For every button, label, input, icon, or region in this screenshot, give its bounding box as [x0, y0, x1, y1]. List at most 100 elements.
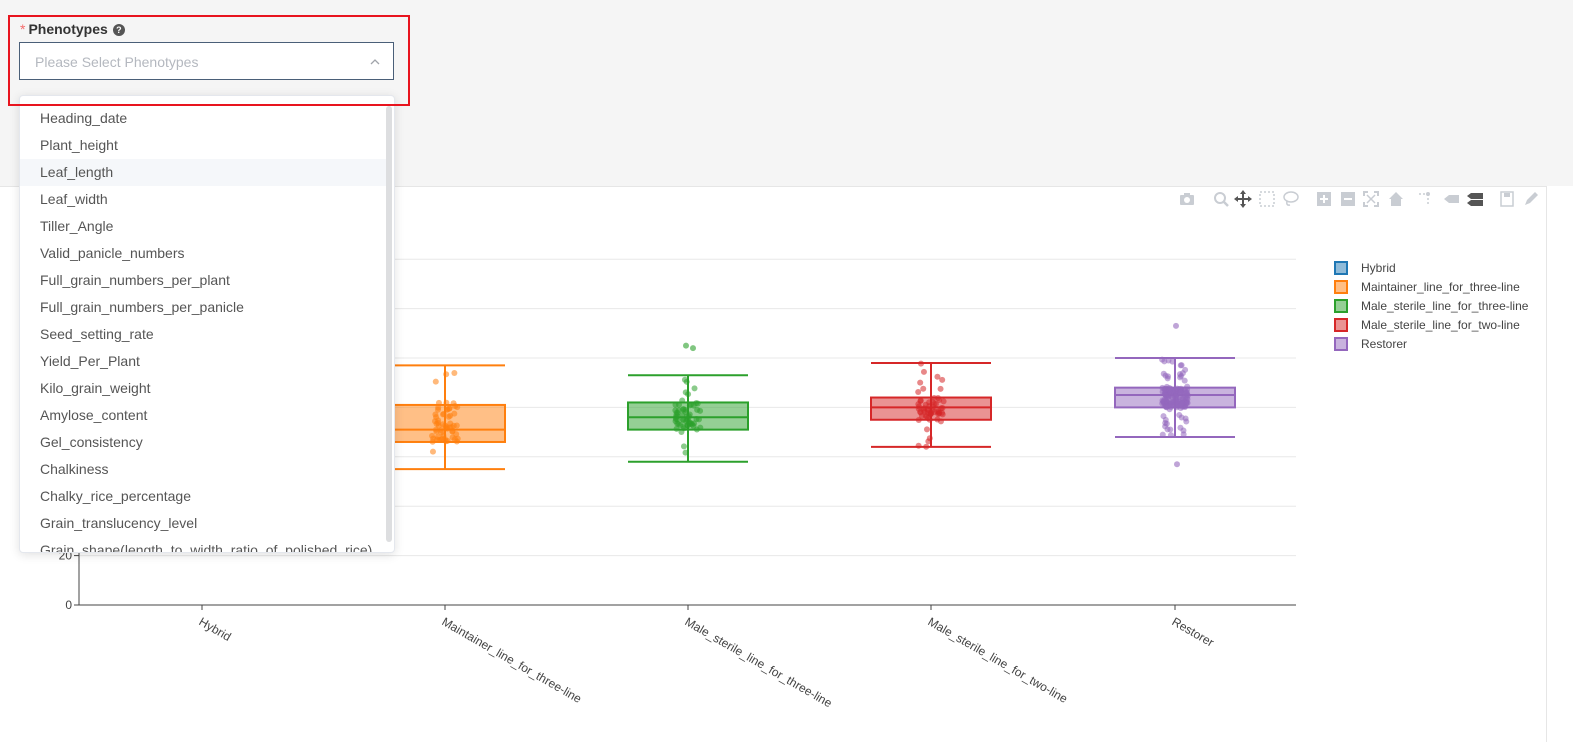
phenotype-option[interactable]: Grain_translucency_level: [40, 515, 198, 531]
outlier-point: [690, 345, 696, 352]
data-point: [673, 425, 680, 432]
phenotype-option[interactable]: Seed_setting_rate: [40, 326, 154, 342]
box-Restorer: [1114, 322, 1236, 468]
phenotype-option[interactable]: Yield_Per_Plant: [40, 353, 140, 369]
x-tick-label: Restorer: [1170, 614, 1217, 649]
spike-lines-icon[interactable]: [1416, 190, 1434, 208]
data-point: [934, 373, 941, 380]
phenotype-option[interactable]: Kilo_grain_weight: [40, 380, 151, 396]
data-point: [694, 400, 701, 407]
data-point: [688, 401, 695, 408]
legend-label: Male_sterile_line_for_three-line: [1361, 299, 1529, 313]
box-layer: [384, 322, 1236, 471]
box-Male_sterile_line_for_three-line: [627, 342, 749, 463]
data-point: [451, 436, 458, 443]
data-point: [1167, 385, 1174, 392]
data-point: [429, 432, 436, 439]
data-point: [922, 401, 929, 408]
phenotype-option[interactable]: Chalky_rice_percentage: [40, 488, 191, 504]
legend-label: Maintainer_line_for_three-line: [1361, 280, 1520, 294]
zoom-out-icon[interactable]: [1339, 190, 1357, 208]
reset-axes-icon[interactable]: [1387, 190, 1405, 208]
camera-icon[interactable]: [1178, 190, 1196, 208]
data-point: [1178, 414, 1185, 421]
box-select-icon[interactable]: [1258, 190, 1276, 208]
question-circle-icon[interactable]: ?: [112, 24, 125, 36]
phenotype-option[interactable]: Full_grain_numbers_per_plant: [40, 272, 230, 288]
data-point: [680, 406, 687, 413]
outlier-point: [683, 342, 689, 349]
phenotype-option[interactable]: Gel_consistency: [40, 434, 143, 450]
data-point: [672, 407, 679, 414]
data-point: [697, 407, 704, 414]
data-point: [1172, 394, 1179, 401]
data-point: [1160, 398, 1167, 405]
edit-icon[interactable]: [1522, 190, 1540, 208]
phenotype-option[interactable]: Leaf_length: [20, 159, 386, 186]
data-point: [438, 426, 445, 433]
data-point: [915, 442, 922, 449]
data-point: [429, 448, 436, 455]
data-point: [447, 420, 454, 427]
data-point: [1162, 386, 1169, 393]
lasso-select-icon[interactable]: [1282, 190, 1300, 208]
legend-swatch: [1334, 337, 1348, 351]
data-point: [674, 420, 681, 427]
data-point: [927, 410, 934, 417]
data-point: [1159, 431, 1166, 438]
data-point: [439, 411, 446, 418]
phenotype-option[interactable]: Leaf_width: [40, 191, 108, 207]
data-point: [1178, 362, 1185, 369]
phenotypes-select[interactable]: Please Select Phenotypes: [19, 42, 394, 80]
data-point: [693, 426, 700, 433]
phenotypes-label: * Phenotypes?: [20, 21, 125, 37]
data-point: [1182, 394, 1189, 401]
zoom-in-icon[interactable]: [1315, 190, 1333, 208]
select-placeholder: Please Select Phenotypes: [35, 54, 199, 70]
data-point: [695, 416, 702, 423]
box-Maintainer_line_for_three-line: [384, 364, 506, 471]
phenotype-option[interactable]: Plant_height: [40, 137, 118, 153]
phenotypes-dropdown: Heading_date Plant_height Leaf_length Leaf_…: [19, 95, 395, 553]
pan-icon[interactable]: [1234, 190, 1252, 208]
data-point: [1182, 366, 1189, 373]
data-point: [1178, 400, 1185, 407]
data-point: [937, 385, 944, 392]
hover-compare-icon[interactable]: [1466, 190, 1484, 208]
phenotype-option[interactable]: Full_grain_numbers_per_panicle: [40, 299, 244, 315]
data-point: [683, 413, 690, 420]
data-point: [936, 410, 943, 417]
phenotype-option[interactable]: Grain_shape(length_to_width_ratio_of_pol…: [40, 542, 373, 553]
data-point: [433, 436, 440, 443]
data-point: [450, 400, 457, 407]
phenotype-option[interactable]: Tiller_Angle: [40, 218, 114, 234]
data-point: [1172, 387, 1179, 394]
data-point: [915, 388, 922, 395]
phenotype-option[interactable]: Heading_date: [40, 110, 128, 126]
legend-label: Restorer: [1361, 337, 1407, 351]
data-point: [1162, 419, 1169, 426]
phenotype-option[interactable]: Valid_panicle_numbers: [40, 245, 185, 261]
data-point: [920, 368, 927, 375]
data-point: [1172, 402, 1179, 409]
data-point: [435, 399, 442, 406]
data-point: [435, 417, 442, 424]
dropdown-scrollbar[interactable]: [386, 106, 392, 542]
data-point: [937, 418, 944, 425]
hover-closest-icon[interactable]: [1442, 190, 1460, 208]
chevron-up-icon[interactable]: [369, 56, 381, 68]
data-point: [923, 443, 930, 450]
autoscale-icon[interactable]: [1362, 190, 1380, 208]
phenotype-option[interactable]: Amylose_content: [40, 407, 148, 423]
data-point: [434, 406, 441, 413]
phenotype-option[interactable]: Chalkiness: [40, 461, 109, 477]
zoom-icon[interactable]: [1212, 190, 1230, 208]
data-point: [1180, 431, 1187, 438]
data-point: [1167, 432, 1174, 439]
data-point: [672, 401, 679, 408]
save-icon[interactable]: [1498, 190, 1516, 208]
data-point: [916, 403, 923, 410]
data-point: [921, 408, 928, 415]
x-tick-label: Male_sterile_line_for_three-line: [683, 614, 835, 710]
data-point: [925, 438, 932, 445]
